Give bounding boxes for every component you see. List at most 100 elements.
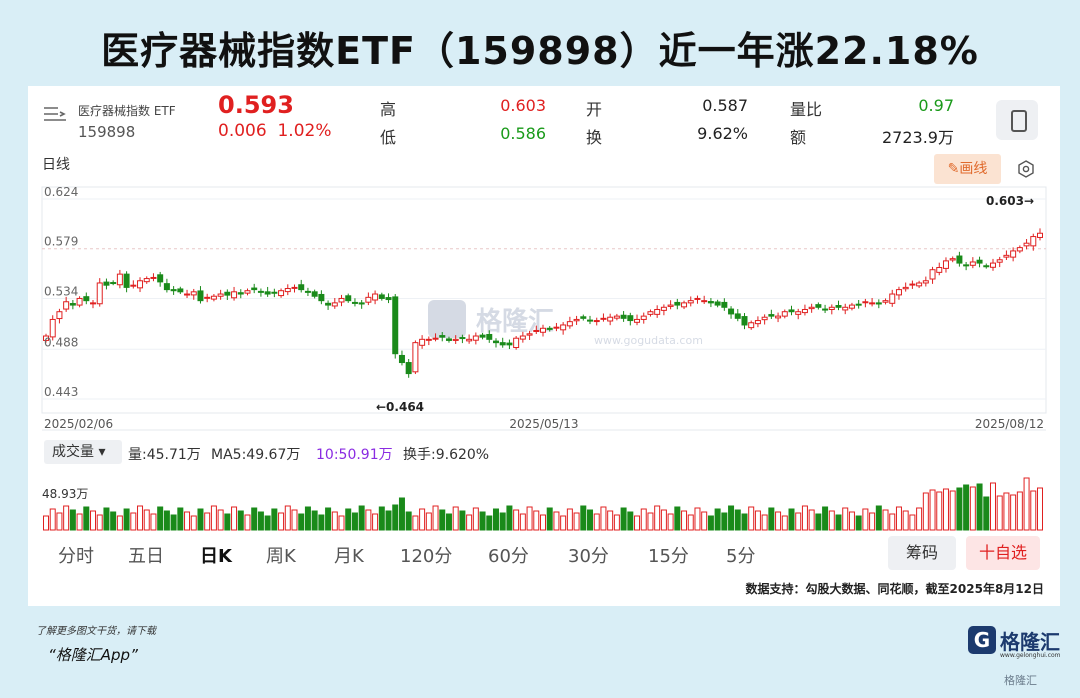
logo-icon: G xyxy=(968,626,996,654)
volume-bar xyxy=(210,505,217,531)
add-favorite-button[interactable]: 十自选 xyxy=(966,536,1040,570)
volume-bar xyxy=(660,509,667,531)
volume-bar xyxy=(163,510,170,531)
volume-bar xyxy=(788,508,795,531)
volume-bar xyxy=(956,487,963,531)
tab-9[interactable]: 5分 xyxy=(726,546,756,567)
turnover-value: 9.62% xyxy=(697,124,748,143)
volume-bar xyxy=(439,509,446,531)
change-abs: 0.006 xyxy=(218,121,267,141)
logo-text: 格隆汇 xyxy=(1000,630,1060,654)
price-change: 0.006 1.02% xyxy=(218,121,332,141)
candle-body xyxy=(325,302,332,306)
candle-body xyxy=(284,288,291,293)
stock-card: 医疗器械指数 ETF 159898 0.593 0.006 1.02% 高 0.… xyxy=(28,86,1060,606)
volume-bar xyxy=(184,511,191,531)
tab-0[interactable]: 分时 xyxy=(58,546,94,567)
volume-bar xyxy=(909,514,916,531)
candle-body xyxy=(526,333,533,336)
volume-bar xyxy=(546,507,553,531)
tab-4[interactable]: 月K xyxy=(334,546,364,567)
chips-button[interactable]: 筹码 xyxy=(888,536,956,570)
candle-body xyxy=(466,338,473,342)
volume-bar xyxy=(224,513,231,531)
page-headline: 医疗器械指数ETF（159898）近一年涨22.18% xyxy=(101,29,979,73)
candle-body xyxy=(150,276,157,279)
candle-body xyxy=(251,287,258,291)
candle-body xyxy=(398,354,405,364)
candle-body xyxy=(472,335,479,341)
tab-6[interactable]: 60分 xyxy=(488,546,529,567)
device-toggle-button[interactable] xyxy=(996,100,1038,140)
candle-body xyxy=(244,290,251,294)
tab-2[interactable]: 日K xyxy=(200,546,232,567)
draw-line-button[interactable]: ✎画线 xyxy=(934,154,1001,184)
volume-bar xyxy=(607,510,614,531)
volume-bar xyxy=(190,515,197,531)
volume-bar xyxy=(566,508,573,531)
candle-body xyxy=(969,261,976,266)
candle-body xyxy=(130,284,137,287)
volume-bar xyxy=(647,512,654,531)
volume-bar xyxy=(432,505,439,531)
volume-bar xyxy=(244,514,251,531)
candle-body xyxy=(607,316,614,322)
y-tick-label: 0.488 xyxy=(44,335,78,349)
x-tick-label: 2025/05/13 xyxy=(509,417,578,431)
candle-body xyxy=(103,281,110,286)
volume-bar xyxy=(687,514,694,531)
menu-icon[interactable] xyxy=(44,106,66,122)
volume-bar xyxy=(137,505,144,531)
volume-bar xyxy=(143,509,150,531)
candle-body xyxy=(956,255,963,264)
x-tick-label: 2025/08/12 xyxy=(975,417,1044,431)
candle-body xyxy=(889,293,896,304)
candle-body xyxy=(96,282,103,305)
volume-bar xyxy=(734,509,741,531)
indicator-selector[interactable]: 成交量 ▾ xyxy=(44,440,122,464)
volume-bar xyxy=(325,507,332,531)
volume-bar xyxy=(231,506,238,531)
candle-body xyxy=(372,293,379,301)
watermark: 格隆汇 www.gogudata.com xyxy=(428,300,703,347)
candle-body xyxy=(278,290,285,297)
tab-5[interactable]: 120分 xyxy=(400,546,453,567)
candle-body xyxy=(795,311,802,315)
volume-bar xyxy=(506,505,513,531)
candle-body xyxy=(573,318,580,322)
volume-bar xyxy=(808,509,815,531)
volume-bar xyxy=(1023,477,1030,531)
candlestick-chart[interactable]: 格隆汇 www.gogudata.com 0.624 0.579 0.534 0.48… xyxy=(28,86,1060,536)
candle-body xyxy=(204,296,211,299)
candle-body xyxy=(110,282,117,285)
turnover-label: 换 xyxy=(586,128,603,147)
volume-bar xyxy=(754,510,761,531)
candle-body xyxy=(842,306,849,311)
candle-body xyxy=(761,316,768,321)
volume-bar xyxy=(936,491,943,531)
tab-8[interactable]: 15分 xyxy=(648,546,689,567)
max-price-annotation: 0.603→ xyxy=(986,194,1034,208)
tab-3[interactable]: 周K xyxy=(266,546,296,567)
candle-body xyxy=(1003,254,1010,258)
candle-body xyxy=(674,301,681,306)
y-tick-label: 0.624 xyxy=(44,185,78,199)
volume-bar xyxy=(1003,492,1010,531)
volume-bar xyxy=(459,510,466,531)
y-tick-label: 0.579 xyxy=(44,235,78,249)
volume-bar xyxy=(681,510,688,531)
volume-bar xyxy=(560,515,567,531)
tab-1[interactable]: 五日 xyxy=(128,546,164,567)
candle-body xyxy=(419,338,426,346)
candle-body xyxy=(600,317,607,320)
tab-7[interactable]: 30分 xyxy=(568,546,609,567)
volume-bar xyxy=(479,511,486,531)
candle-body xyxy=(257,290,264,293)
candle-body xyxy=(694,297,701,300)
volume-bar xyxy=(257,511,264,531)
settings-icon[interactable] xyxy=(1017,160,1035,178)
candle-body xyxy=(882,300,889,303)
volume-bar xyxy=(882,509,889,531)
open-value: 0.587 xyxy=(702,96,748,115)
candle-body xyxy=(405,362,412,375)
